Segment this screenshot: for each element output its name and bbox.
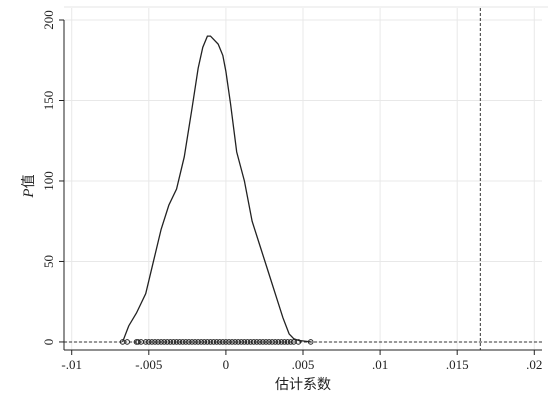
rug-point — [272, 339, 279, 345]
rug-point — [207, 339, 214, 345]
rug-point — [192, 339, 198, 345]
rug-point — [266, 339, 272, 345]
rug-point — [164, 339, 171, 345]
rug-point — [146, 339, 152, 345]
y-tick-label: 50 — [41, 255, 56, 268]
rug-point — [275, 339, 282, 345]
x-tick-label: .02 — [526, 357, 542, 372]
y-tick-label: 0 — [41, 339, 56, 346]
rug-point — [223, 339, 229, 345]
rug-point — [176, 339, 183, 345]
rug-point — [158, 339, 164, 345]
y-axis-title-italic: P — [21, 188, 37, 198]
x-tick-label: -.01 — [61, 357, 82, 372]
rug-point — [142, 339, 149, 345]
rug-point — [213, 339, 220, 345]
rug-point — [250, 339, 257, 345]
y-axis-title: P值 — [21, 174, 37, 198]
rug-point — [241, 339, 248, 345]
rug-point — [281, 339, 288, 345]
rug-point — [167, 339, 174, 345]
rug-point — [173, 339, 180, 345]
rug-point — [149, 339, 155, 345]
rug-point — [179, 339, 186, 345]
rug-point — [278, 339, 285, 345]
rug-point — [247, 339, 254, 345]
rug-point — [226, 339, 232, 345]
y-tick-label: 150 — [41, 91, 56, 111]
x-tick-label: -.005 — [135, 357, 162, 372]
y-tick-label: 100 — [41, 171, 56, 191]
y-tick-label: 200 — [41, 10, 56, 30]
x-tick-label: 0 — [223, 357, 230, 372]
rug-point — [124, 339, 131, 345]
rug-point — [201, 339, 208, 345]
reference-lines — [64, 8, 542, 350]
rug-point — [220, 339, 226, 345]
grid-lines — [64, 8, 542, 350]
rug-point — [263, 339, 269, 345]
rug-point — [284, 339, 291, 345]
rug-point — [269, 339, 275, 345]
rug-point — [216, 339, 223, 345]
rug-point — [195, 339, 201, 345]
rug-point — [257, 339, 263, 345]
x-axis-title: 估计系数 — [275, 377, 331, 393]
rug-point — [235, 339, 242, 345]
svg-text:P值: P值 — [21, 174, 37, 198]
x-tick-label: .005 — [292, 357, 315, 372]
rug-point — [135, 339, 141, 345]
rug-point — [253, 339, 260, 345]
x-axis-ticks: -.01 -.005 0 .005 .01 .015 .02 — [61, 350, 542, 372]
density-curve — [121, 35, 311, 343]
rug-point — [287, 339, 294, 345]
rug-point — [186, 339, 192, 345]
rug-point — [152, 339, 158, 345]
rug-point — [155, 339, 161, 345]
rug-points — [119, 339, 314, 345]
rug-point — [198, 339, 205, 345]
rug-point — [183, 339, 189, 345]
rug-point — [260, 339, 266, 345]
rug-point — [161, 339, 168, 345]
rug-point — [238, 339, 245, 345]
rug-point — [170, 339, 177, 345]
y-axis-title-rest: 值 — [21, 174, 37, 188]
rug-point — [244, 339, 251, 345]
x-tick-label: .015 — [446, 357, 469, 372]
x-tick-label: .01 — [372, 357, 388, 372]
rug-point — [189, 339, 195, 345]
rug-point — [232, 339, 238, 345]
rug-point — [229, 339, 235, 345]
rug-point — [210, 339, 217, 345]
rug-point — [295, 339, 302, 345]
y-axis-ticks: 0 50 100 150 200 — [41, 10, 64, 345]
rug-point — [204, 339, 211, 345]
